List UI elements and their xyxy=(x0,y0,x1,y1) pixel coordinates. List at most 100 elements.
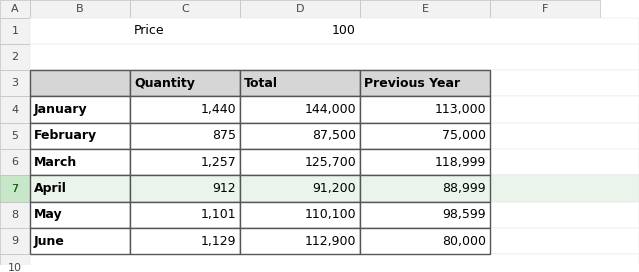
Text: Quantity: Quantity xyxy=(134,77,195,90)
Bar xyxy=(30,254,639,272)
Bar xyxy=(0,0,30,17)
Bar xyxy=(30,44,639,70)
Bar xyxy=(0,44,30,70)
Text: 75,000: 75,000 xyxy=(442,129,486,143)
Bar xyxy=(360,228,490,254)
Bar xyxy=(240,123,360,149)
Text: April: April xyxy=(34,182,67,195)
Bar xyxy=(0,70,30,97)
Bar xyxy=(30,202,130,228)
Text: 7: 7 xyxy=(12,184,19,194)
Bar xyxy=(360,70,490,97)
Bar xyxy=(130,123,240,149)
Bar xyxy=(0,97,30,123)
Text: 10: 10 xyxy=(8,262,22,272)
Bar xyxy=(490,0,600,17)
Text: A: A xyxy=(12,4,19,14)
Text: May: May xyxy=(34,208,63,221)
Bar xyxy=(30,228,130,254)
Text: 1: 1 xyxy=(12,26,19,36)
Bar xyxy=(130,149,240,175)
Text: 875: 875 xyxy=(212,129,236,143)
Text: 912: 912 xyxy=(212,182,236,195)
Text: January: January xyxy=(34,103,88,116)
Text: 1,440: 1,440 xyxy=(201,103,236,116)
Text: F: F xyxy=(542,4,548,14)
Bar xyxy=(30,70,130,97)
Bar xyxy=(240,228,360,254)
Bar xyxy=(240,70,360,97)
Text: 125,700: 125,700 xyxy=(304,156,356,169)
Text: 9: 9 xyxy=(12,236,19,246)
Bar xyxy=(0,175,30,202)
Bar xyxy=(240,0,360,17)
Bar xyxy=(0,254,30,272)
Text: B: B xyxy=(76,4,84,14)
Text: E: E xyxy=(422,4,429,14)
Bar xyxy=(30,70,639,97)
Bar xyxy=(30,0,130,17)
Bar xyxy=(30,123,639,149)
Text: D: D xyxy=(296,4,304,14)
Bar xyxy=(130,97,240,123)
Bar xyxy=(130,0,240,17)
Text: 1,101: 1,101 xyxy=(201,208,236,221)
Bar xyxy=(130,228,240,254)
Text: Price: Price xyxy=(134,24,165,37)
Bar xyxy=(0,149,30,175)
Text: 8: 8 xyxy=(12,210,19,220)
Bar xyxy=(30,228,639,254)
Bar xyxy=(0,123,30,149)
Text: 100: 100 xyxy=(332,24,356,37)
Bar xyxy=(360,97,490,123)
Text: March: March xyxy=(34,156,77,169)
Bar xyxy=(130,70,240,97)
Text: 118,999: 118,999 xyxy=(435,156,486,169)
Text: 98,599: 98,599 xyxy=(442,208,486,221)
Bar xyxy=(360,123,490,149)
Text: 112,900: 112,900 xyxy=(305,235,356,248)
Bar xyxy=(130,202,240,228)
Text: 113,000: 113,000 xyxy=(435,103,486,116)
Text: 5: 5 xyxy=(12,131,19,141)
Bar xyxy=(30,123,130,149)
Text: 110,100: 110,100 xyxy=(304,208,356,221)
Text: 3: 3 xyxy=(12,78,19,88)
Bar xyxy=(360,0,490,17)
Text: 4: 4 xyxy=(12,105,19,115)
Text: 91,200: 91,200 xyxy=(312,182,356,195)
Bar xyxy=(130,175,240,202)
Bar xyxy=(30,149,639,175)
Bar xyxy=(240,97,360,123)
Bar xyxy=(30,175,130,202)
Bar xyxy=(360,202,490,228)
Bar xyxy=(0,228,30,254)
Text: February: February xyxy=(34,129,97,143)
Bar xyxy=(30,175,639,202)
Text: 88,999: 88,999 xyxy=(442,182,486,195)
Bar xyxy=(0,175,30,202)
Bar xyxy=(240,175,360,202)
Text: Total: Total xyxy=(244,77,278,90)
Bar xyxy=(0,17,30,44)
Bar xyxy=(240,149,360,175)
Bar xyxy=(240,202,360,228)
Bar xyxy=(30,175,639,202)
Bar xyxy=(30,97,639,123)
Text: C: C xyxy=(181,4,189,14)
Bar xyxy=(30,202,639,228)
Text: Previous Year: Previous Year xyxy=(364,77,460,90)
Text: 144,000: 144,000 xyxy=(304,103,356,116)
Bar xyxy=(30,97,130,123)
Text: 87,500: 87,500 xyxy=(312,129,356,143)
Text: 1,257: 1,257 xyxy=(200,156,236,169)
Text: 6: 6 xyxy=(12,157,19,167)
Bar xyxy=(30,149,130,175)
Text: 2: 2 xyxy=(12,52,19,62)
Bar xyxy=(360,175,490,202)
Bar xyxy=(0,202,30,228)
Text: 1,129: 1,129 xyxy=(201,235,236,248)
Text: 80,000: 80,000 xyxy=(442,235,486,248)
Bar xyxy=(360,149,490,175)
Text: 7: 7 xyxy=(12,184,19,194)
